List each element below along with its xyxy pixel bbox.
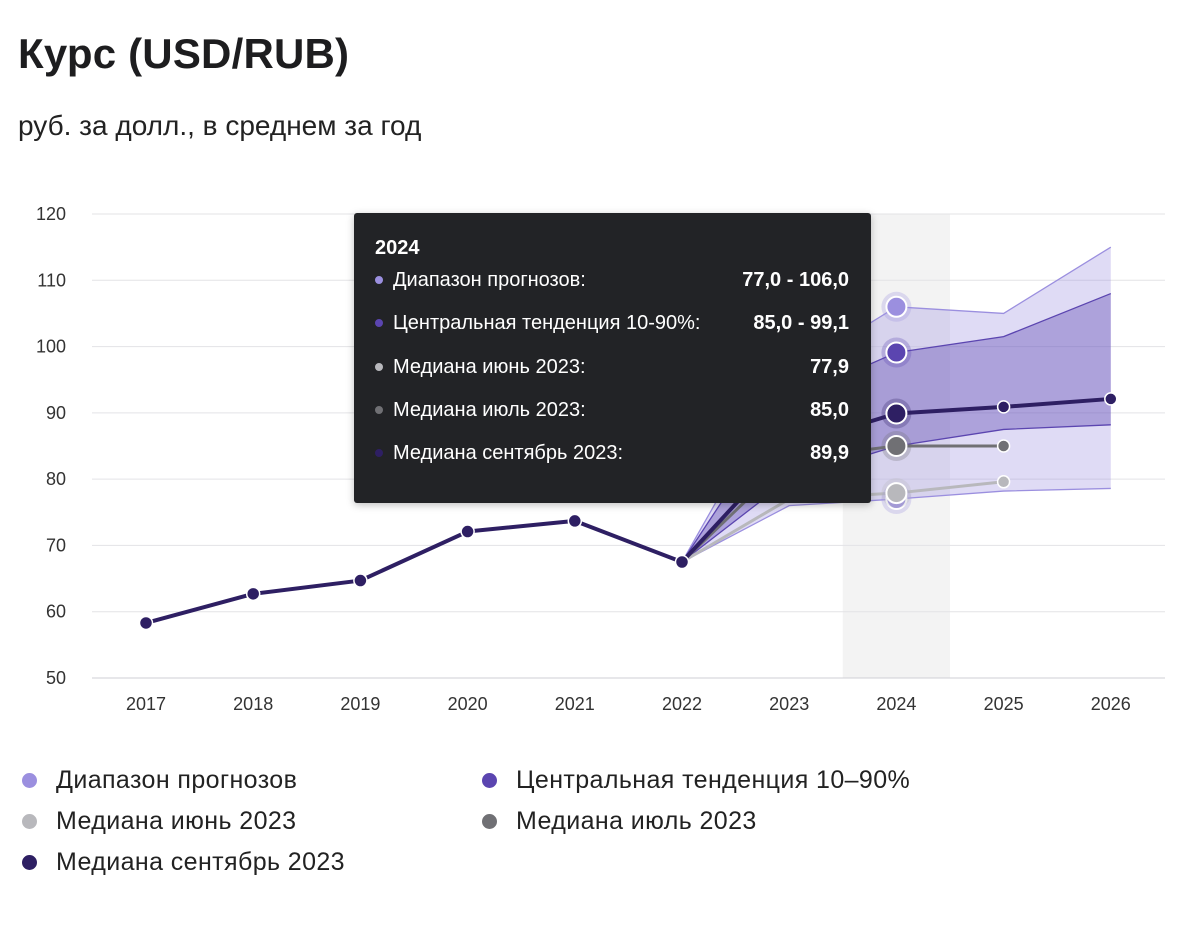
history-point — [138, 615, 154, 631]
chart-subtitle: руб. за долл., в среднем за год — [18, 110, 422, 141]
tooltip-label: Медиана сентябрь 2023: — [393, 441, 624, 464]
tooltip-value: 85,0 — [810, 398, 849, 421]
legend-label: Медиана июль 2023 — [516, 807, 757, 835]
y-tick-label: 60 — [46, 602, 66, 622]
tooltip-value: 77,9 — [810, 355, 849, 378]
series-september-point — [1104, 392, 1118, 406]
x-tick-label: 2023 — [769, 694, 809, 714]
legend-label: Медиана сентябрь 2023 — [56, 848, 345, 876]
y-tick-label: 80 — [46, 469, 66, 489]
tooltip-row-july: Медиана июль 2023: 85,0 — [375, 397, 849, 423]
series-september-marker — [885, 402, 908, 425]
y-tick-label: 100 — [36, 337, 66, 357]
legend-item-june[interactable]: Медиана июнь 2023 — [22, 807, 296, 836]
y-tick-label: 50 — [46, 668, 66, 688]
history-point — [353, 573, 368, 588]
chart-title: Курс (USD/RUB) — [18, 30, 350, 77]
y-tick-label: 120 — [36, 204, 66, 224]
tooltip-dot-icon — [375, 449, 383, 457]
tooltip-value: 77,0 - 106,0 — [742, 268, 849, 291]
legend-item-range[interactable]: Диапазон прогнозов — [22, 766, 297, 795]
range-high-marker — [885, 295, 908, 318]
x-tick-label: 2024 — [876, 694, 916, 714]
x-tick-label: 2025 — [984, 694, 1024, 714]
legend-item-september[interactable]: Медиана сентябрь 2023 — [22, 848, 345, 877]
tooltip-dot-icon — [375, 363, 383, 371]
tooltip-dot-icon — [375, 276, 383, 284]
history-point — [245, 586, 261, 602]
tooltip-label: Диапазон прогнозов: — [393, 268, 586, 291]
legend-dot-icon — [22, 773, 37, 788]
series-june-point — [996, 475, 1011, 489]
legend-label: Диапазон прогнозов — [56, 766, 298, 794]
tooltip-value: 85,0 - 99,1 — [753, 311, 849, 334]
x-tick-label: 2026 — [1091, 694, 1131, 714]
series-june-marker — [885, 482, 908, 505]
legend-item-central[interactable]: Центральная тенденция 10–90% — [482, 766, 910, 795]
series-september-point — [996, 400, 1011, 414]
central-high-marker — [885, 341, 908, 364]
history-point — [460, 524, 475, 539]
x-tick-label: 2020 — [448, 694, 488, 714]
history-point — [567, 513, 583, 529]
tooltip-label: Медиана июль 2023: — [393, 398, 586, 421]
tooltip-dot-icon — [375, 319, 383, 327]
x-tick-label: 2022 — [662, 694, 702, 714]
legend-dot-icon — [482, 814, 497, 829]
tooltip-row-range: Диапазон прогнозов: 77,0 - 106,0 — [375, 267, 849, 293]
x-tick-label: 2019 — [340, 694, 380, 714]
tooltip-row-central: Центральная тенденция 10-90%: 85,0 - 99,… — [375, 310, 849, 336]
band-central-area — [682, 293, 1111, 562]
tooltip-title: 2024 — [375, 237, 420, 259]
tooltip-row-september: Медиана сентябрь 2023: 89,9 — [375, 440, 849, 466]
legend-item-july[interactable]: Медиана июль 2023 — [482, 807, 757, 836]
legend-dot-icon — [22, 814, 37, 829]
x-tick-label: 2018 — [233, 694, 273, 714]
history-point — [674, 554, 690, 570]
y-tick-label: 90 — [46, 403, 66, 423]
x-tick-label: 2017 — [126, 694, 166, 714]
tooltip-label: Центральная тенденция 10-90%: — [393, 311, 701, 334]
tooltip-dot-icon — [375, 406, 383, 414]
legend-label: Медиана июнь 2023 — [56, 807, 297, 835]
y-tick-label: 70 — [46, 535, 66, 555]
series-july-marker — [885, 435, 908, 457]
history-line — [145, 518, 683, 625]
x-tick-label: 2021 — [555, 694, 595, 714]
tooltip-row-june: Медиана июнь 2023: 77,9 — [375, 354, 849, 380]
y-tick-label: 110 — [37, 270, 66, 290]
tooltip-value: 89,9 — [810, 441, 849, 464]
tooltip: 2024 Диапазон прогнозов: 77,0 - 106,0 Це… — [354, 213, 871, 503]
legend-label: Центральная тенденция 10–90% — [516, 766, 911, 794]
tooltip-label: Медиана июнь 2023: — [393, 355, 586, 378]
series-july-point — [996, 439, 1011, 453]
legend-dot-icon — [482, 773, 497, 788]
legend-dot-icon — [22, 855, 37, 870]
